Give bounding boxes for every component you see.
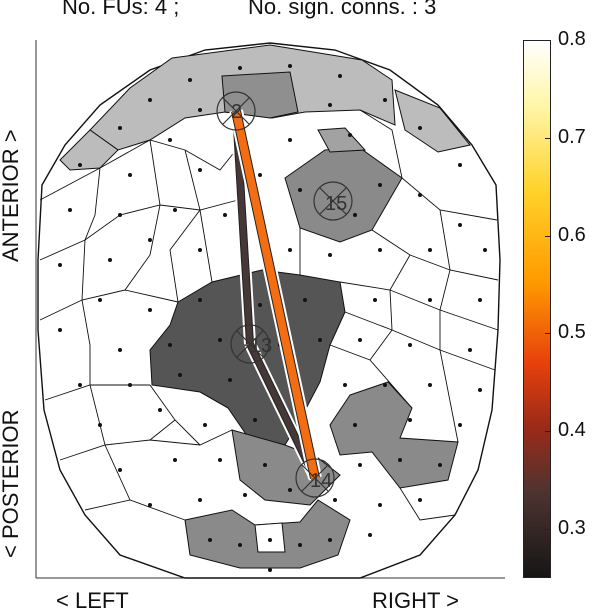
colorbar-tick-mark — [545, 431, 551, 433]
right-frontal-region-b — [317, 127, 367, 153]
fu-node-2: 2 — [216, 91, 256, 131]
colorbar-tick-label: 0.4 — [558, 419, 586, 442]
connection-2-14 — [232, 110, 319, 479]
colorbar-tick-mark — [545, 40, 551, 41]
colorbar-tick-mark — [545, 235, 551, 237]
fu-count-label: No. FUs: 4 ; — [62, 0, 180, 19]
colorbar-tick-label: 0.6 — [558, 223, 586, 246]
colorbar-tick-label: 0.8 — [558, 28, 586, 50]
connections — [229, 109, 322, 481]
fu-node-14: 14 — [295, 458, 335, 498]
colorbar-tick-label: 0.3 — [558, 517, 586, 540]
occipital-center-white — [254, 522, 286, 553]
frontal-region-left — [59, 129, 119, 171]
frontal-region-right — [394, 89, 471, 153]
fu-node-2-label: 2 — [231, 101, 242, 123]
colorbar-tick-mark — [545, 137, 551, 139]
fu-node-15-label: 15 — [325, 193, 347, 215]
fu-node-13-label: 13 — [250, 335, 272, 357]
colorbar — [523, 40, 551, 578]
colorbar-tick-mark — [545, 333, 551, 335]
fu-node-15: 15 — [313, 181, 353, 221]
colorbar-tick-label: 0.7 — [558, 125, 586, 148]
electrode-grid — [39, 109, 499, 521]
posterior-central-region — [231, 429, 341, 506]
colorbar-tick-mark — [545, 529, 551, 531]
connection-count-label: No. sign. conns. : 3 — [248, 0, 437, 19]
fu-node-14-label: 14 — [310, 470, 332, 492]
fu-node-13: 13 — [230, 324, 272, 364]
colorbar-tick-label: 0.5 — [558, 321, 586, 344]
